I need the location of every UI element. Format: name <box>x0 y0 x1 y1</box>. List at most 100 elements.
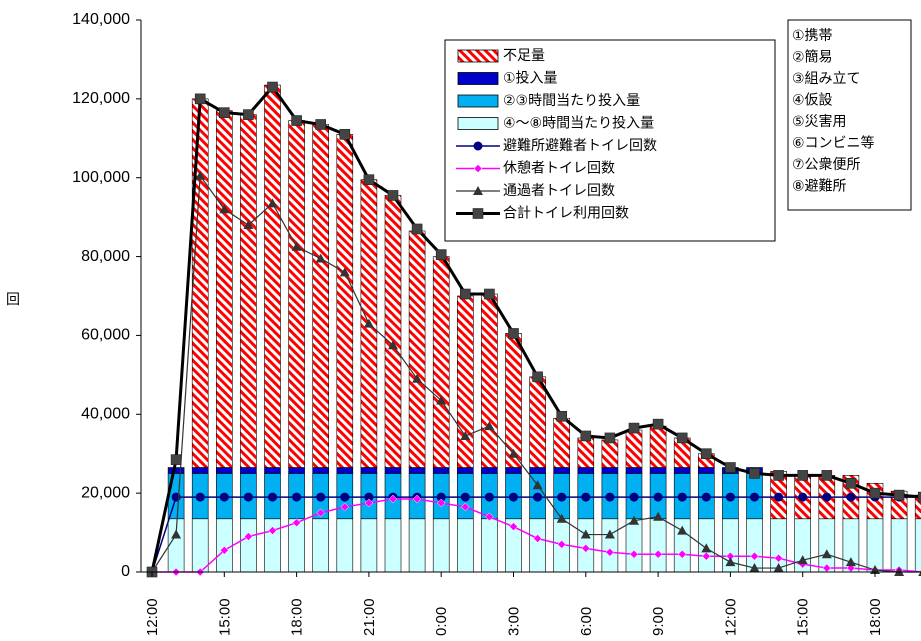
data-point <box>340 502 350 512</box>
data-point <box>315 119 327 130</box>
data-point <box>268 492 277 502</box>
bar-segment <box>191 467 209 474</box>
data-point <box>653 511 664 521</box>
bar-segment <box>288 120 305 468</box>
data-point <box>219 107 230 118</box>
data-point <box>194 93 206 105</box>
bar-segment <box>481 293 498 468</box>
data-point <box>750 492 759 502</box>
data-point <box>725 492 735 502</box>
data-point <box>629 515 639 525</box>
legend-swatch <box>457 94 499 108</box>
data-point <box>581 543 591 553</box>
data-point <box>845 477 857 489</box>
data-point <box>893 489 905 501</box>
data-point <box>532 480 543 490</box>
data-point <box>700 448 712 460</box>
data-point <box>473 141 483 151</box>
data-point <box>473 186 483 195</box>
bar-segment <box>408 230 426 468</box>
y-axis-label: 回 <box>6 292 20 308</box>
data-point <box>652 418 664 430</box>
data-point <box>363 174 375 185</box>
toilet-type-notes: ①携帯 ②簡易 ③組み立て ④仮設 ⑤災害用 ⑥コンビニ等 ⑦公衆便所 ⑧避難所 <box>787 19 912 211</box>
y-tick-label: 120,000 <box>72 90 130 107</box>
data-point <box>701 492 711 502</box>
data-point <box>749 468 760 479</box>
legend-label: 合計トイレ利用回数 <box>503 206 629 222</box>
y-tick-label: 140,000 <box>72 11 130 28</box>
data-point <box>219 204 230 214</box>
data-point <box>604 432 616 444</box>
bar-segment <box>216 110 233 468</box>
bar-segment <box>264 467 281 474</box>
data-point <box>677 492 687 502</box>
bar-segment <box>577 437 595 468</box>
bar-segment <box>432 467 450 474</box>
data-point <box>412 373 423 383</box>
note-item: ②簡易 <box>792 50 833 66</box>
data-point <box>243 492 253 502</box>
data-point <box>411 223 423 235</box>
data-point <box>485 512 494 522</box>
x-tick-label: 21:00 <box>361 598 378 636</box>
y-tick-label: 60,000 <box>81 327 130 344</box>
x-tick-label: 15:00 <box>216 598 233 636</box>
legend-label: ②③時間当たり投入量 <box>503 93 640 109</box>
bar-segment <box>288 467 305 474</box>
y-tick-label: 0 <box>121 563 130 580</box>
data-point <box>773 470 784 481</box>
data-point <box>267 198 278 208</box>
legend-label: 避難所避難者トイレ回数 <box>503 138 657 154</box>
bar-segment <box>625 467 643 474</box>
y-tick-label: 40,000 <box>81 406 130 423</box>
legend-swatch <box>457 72 499 85</box>
data-point <box>629 492 639 502</box>
legend-swatch <box>457 117 499 130</box>
data-point <box>460 502 470 512</box>
data-point <box>821 470 833 481</box>
data-point <box>676 432 688 444</box>
data-point <box>412 494 422 504</box>
data-point <box>195 170 206 180</box>
bar-segment <box>240 114 257 468</box>
data-point <box>701 551 711 561</box>
bar-segment <box>649 467 667 474</box>
data-point <box>773 563 784 573</box>
data-point <box>653 549 663 559</box>
bar-segment <box>216 467 233 474</box>
bar-segment <box>191 518 209 573</box>
x-tick-label: 18:00 <box>867 598 884 636</box>
legend-label: 不足量 <box>503 48 545 64</box>
x-tick-label: 3:00 <box>506 607 523 636</box>
data-point <box>243 109 254 120</box>
data-point <box>725 462 736 473</box>
data-point <box>749 563 760 573</box>
data-point <box>388 340 398 350</box>
bar-segment <box>890 518 908 573</box>
data-point <box>917 491 921 503</box>
data-point <box>460 430 471 440</box>
bar-segment <box>673 467 691 474</box>
data-point <box>918 570 921 576</box>
data-point <box>533 534 542 543</box>
bar-segment <box>577 467 595 474</box>
data-point <box>725 557 736 567</box>
data-point <box>291 241 302 251</box>
bar-segment <box>240 518 257 573</box>
bar-segment <box>601 518 619 573</box>
data-point <box>653 492 663 502</box>
legend-label: 通過者トイレ回数 <box>503 183 615 199</box>
x-tick-label: 12:00 <box>722 598 739 636</box>
bar-segment <box>697 467 715 474</box>
data-point <box>750 551 759 561</box>
data-point <box>436 498 446 508</box>
data-point <box>219 545 229 555</box>
bar-segment <box>360 518 378 573</box>
bar-segment <box>336 518 354 573</box>
data-point <box>797 470 809 481</box>
bar-segment <box>408 467 426 474</box>
data-point <box>557 492 567 502</box>
bar-segment <box>216 518 233 573</box>
